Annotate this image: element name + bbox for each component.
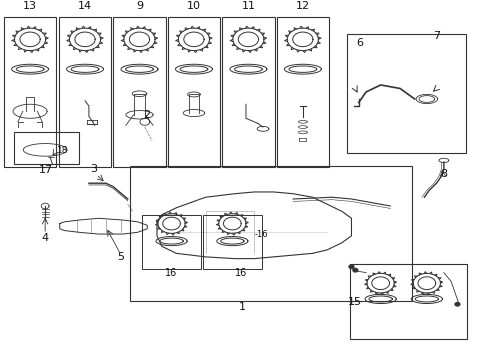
Polygon shape: [352, 269, 357, 272]
Bar: [346, 34, 465, 153]
Text: 1: 1: [238, 302, 245, 312]
Bar: [59, 17, 111, 167]
Bar: [350, 264, 466, 339]
Text: 3: 3: [90, 164, 97, 174]
Text: 7: 7: [432, 31, 439, 41]
Polygon shape: [348, 265, 353, 269]
Text: 15: 15: [347, 297, 361, 307]
Bar: [142, 215, 201, 269]
Polygon shape: [454, 302, 459, 306]
Bar: [167, 17, 220, 167]
Text: 11: 11: [241, 1, 255, 11]
Text: 12: 12: [295, 1, 309, 11]
Bar: [222, 17, 274, 167]
Text: 5: 5: [117, 252, 124, 262]
Bar: [203, 215, 261, 269]
Text: 16: 16: [234, 268, 246, 278]
Text: 16: 16: [165, 268, 177, 278]
Text: 10: 10: [186, 1, 201, 11]
Text: 18: 18: [57, 147, 69, 156]
Text: 17: 17: [39, 165, 53, 175]
Text: 8: 8: [439, 170, 447, 179]
Bar: [14, 132, 79, 164]
Text: -16: -16: [254, 230, 268, 239]
Bar: [4, 17, 56, 167]
Text: 14: 14: [78, 1, 92, 11]
Bar: [113, 17, 165, 167]
Text: 6: 6: [356, 38, 363, 48]
Bar: [276, 17, 328, 167]
Text: 2: 2: [142, 110, 149, 120]
Text: 4: 4: [41, 233, 49, 243]
Text: 13: 13: [23, 1, 37, 11]
Text: 9: 9: [136, 1, 143, 11]
Bar: [130, 166, 411, 301]
